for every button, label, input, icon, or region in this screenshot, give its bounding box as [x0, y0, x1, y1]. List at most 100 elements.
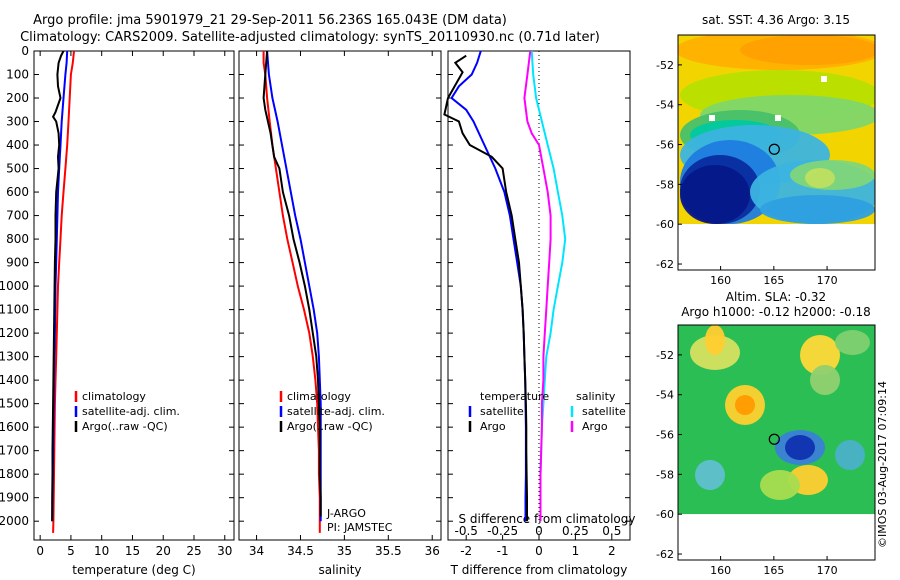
legend-entry: Argo — [480, 420, 506, 433]
map-y-tick-label: -54 — [656, 99, 674, 112]
map-blob — [705, 325, 725, 355]
x-tick-label-salinity-diff: -0.5 — [454, 524, 477, 538]
y-tick-label-depth: 2000 — [0, 514, 29, 528]
legend-entry: climatology — [82, 390, 146, 403]
map-blob — [810, 365, 840, 395]
y-tick-label-depth: 1400 — [0, 373, 29, 387]
x-tick-label-temperature: 0 — [36, 544, 44, 558]
map-frame — [677, 34, 876, 271]
map-x-tick-label: 165 — [763, 274, 784, 287]
float-position-marker — [768, 433, 780, 445]
x-tick-label-temperature: 20 — [156, 544, 171, 558]
x-tick-label-salinity-diff: -0.25 — [487, 524, 518, 538]
x-tick-label-salinity: 35 — [337, 544, 352, 558]
y-tick-label-depth: 800 — [6, 232, 29, 246]
sst-map-title: sat. SST: 4.36 Argo: 3.15 — [702, 13, 850, 27]
annotation-j-argo: J-ARGO — [326, 507, 366, 520]
x-tick-label-temperature: 10 — [94, 544, 109, 558]
legend-entry: Argo(..raw -QC) — [287, 420, 373, 433]
y-tick-label-depth: 700 — [6, 209, 29, 223]
figure-title-line2: Climatology: CARS2009. Satellite-adjuste… — [20, 30, 600, 45]
series-line-argo-raw-qc- — [262, 50, 322, 517]
map-frame — [677, 324, 876, 561]
y-tick-label-depth: 1700 — [0, 444, 29, 458]
y-tick-label-depth: 500 — [6, 162, 29, 176]
y-tick-label-depth: 1200 — [0, 326, 29, 340]
x-tick-label-salinity: 34.5 — [287, 544, 314, 558]
y-tick-label-depth: 300 — [6, 115, 29, 129]
series-line-climatology — [52, 50, 75, 533]
map-field-sla_map — [678, 325, 875, 515]
sla-map-subtitle: Argo h1000: -0.12 h2000: -0.18 — [681, 305, 871, 319]
y-tick-label-depth: 900 — [6, 256, 29, 270]
x-axis-label-salinity: salinity — [318, 563, 361, 577]
map-y-tick-label: -58 — [656, 468, 674, 481]
panel-frame-salinity — [238, 50, 442, 541]
x-tick-label-salinity: 35.5 — [375, 544, 402, 558]
map-blob — [785, 435, 815, 460]
map-y-tick-label: -62 — [656, 258, 674, 271]
map-y-tick-label: -54 — [656, 389, 674, 402]
missing-data-cell — [821, 76, 827, 82]
map-blob — [800, 335, 840, 375]
map-blob — [760, 470, 800, 500]
map-x-tick-label: 170 — [817, 274, 838, 287]
map-blob — [760, 195, 875, 224]
map-blob — [835, 440, 865, 470]
legend-title-salinity: salinity — [576, 390, 616, 403]
map-blob — [740, 35, 875, 65]
map-y-tick-label: -52 — [656, 349, 674, 362]
map-no-data — [678, 224, 875, 270]
x-tick-label-salinity: 36 — [425, 544, 440, 558]
x-tick-label-salinity: 34 — [249, 544, 264, 558]
legend-title-temperature: temperature — [480, 390, 549, 403]
map-x-tick-label: 170 — [817, 564, 838, 577]
map-y-tick-label: -62 — [656, 548, 674, 561]
float-position-marker — [768, 143, 780, 155]
map-blob — [805, 168, 835, 188]
x-tick-label-difference: -1 — [497, 544, 509, 558]
y-tick-label-depth: 200 — [6, 91, 29, 105]
map-blob — [695, 460, 725, 490]
y-tick-label-depth: 400 — [6, 138, 29, 152]
map-x-tick-label: 165 — [763, 564, 784, 577]
y-tick-label-depth: 1600 — [0, 420, 29, 434]
x-tick-label-salinity-diff: 0.25 — [562, 524, 589, 538]
map-y-tick-label: -60 — [656, 218, 674, 231]
x-tick-label-salinity-diff: 0 — [535, 524, 543, 538]
x-axis-label-temperature: temperature (deg C) — [72, 563, 195, 577]
y-tick-label-depth: 0 — [21, 44, 29, 58]
legend-entry: satellite-adj. clim. — [287, 405, 385, 418]
map-no-data — [678, 514, 875, 515]
y-tick-label-depth: 100 — [6, 68, 29, 82]
x-tick-label-difference: -2 — [460, 544, 472, 558]
missing-data-cell — [775, 115, 781, 121]
panel-frame-temperature — [33, 50, 235, 541]
series-line-satellite-adj-clim- — [266, 50, 322, 522]
map-blob — [735, 395, 755, 415]
series-line-temperature-argo — [443, 54, 528, 522]
y-tick-label-depth: 1500 — [0, 397, 29, 411]
legend-entry: satellite — [480, 405, 524, 418]
map-y-tick-label: -56 — [656, 139, 674, 152]
map-field-sst_map — [678, 35, 875, 270]
x-tick-label-temperature: 15 — [125, 544, 140, 558]
x-tick-label-temperature: 30 — [217, 544, 232, 558]
map-blob — [835, 330, 870, 355]
series-line-salinity-argo — [523, 50, 552, 522]
series-line-temperature-satellite — [450, 50, 527, 522]
map-y-tick-label: -60 — [656, 508, 674, 521]
legend-entry: Argo(..raw -QC) — [82, 420, 168, 433]
x-tick-label-difference: 0 — [535, 544, 543, 558]
missing-data-cell — [709, 115, 715, 121]
legend-entry: climatology — [287, 390, 351, 403]
sla-map-title: Altim. SLA: -0.32 — [726, 290, 826, 304]
x-tick-label-temperature: 5 — [67, 544, 75, 558]
imos-watermark: ©IMOS 03-Aug-2017 07:09:14 — [876, 381, 889, 548]
map-blob — [680, 165, 750, 224]
y-tick-label-depth: 1300 — [0, 350, 29, 364]
x-axis-label-difference: T difference from climatology — [450, 563, 628, 577]
x-axis-label-salinity-diff: S difference from climatology — [459, 512, 636, 526]
y-tick-label-depth: 1000 — [0, 279, 29, 293]
